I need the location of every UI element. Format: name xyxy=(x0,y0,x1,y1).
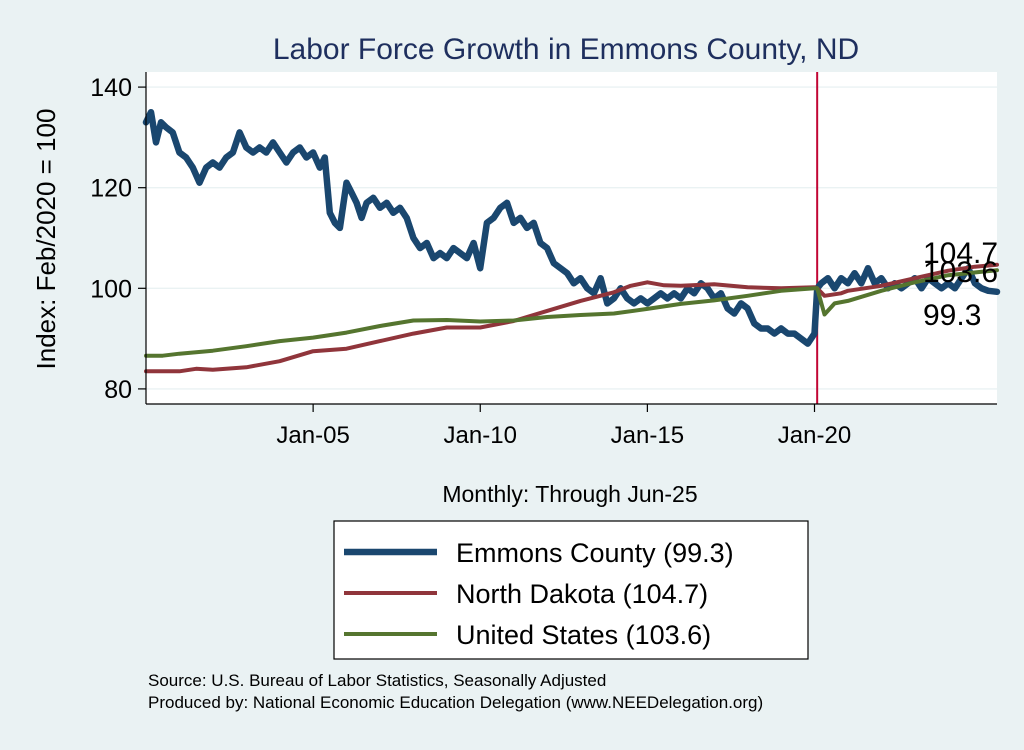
x-ticks: Jan-05 Jan-10 Jan-15 Jan-20 xyxy=(276,404,851,449)
y-tick-label-140: 140 xyxy=(90,74,132,102)
y-ticks: 80 100 120 140 xyxy=(90,74,146,404)
x-tick-label-jan-20: Jan-20 xyxy=(778,422,851,449)
end-label-north-dakota: 104.7 xyxy=(923,237,998,270)
x-tick-label-jan-10: Jan-10 xyxy=(444,422,517,449)
x-tick-label-jan-15: Jan-15 xyxy=(611,422,684,449)
y-tick-label-100: 100 xyxy=(90,275,132,303)
legend: Emmons County (99.3) North Dakota (104.7)… xyxy=(344,538,734,650)
series-line-emmons-county xyxy=(142,108,1001,347)
y-tick-label-80: 80 xyxy=(104,376,132,404)
y-axis-label: Index: Feb/2020 = 100 xyxy=(31,109,61,370)
series-layer xyxy=(142,108,1001,374)
legend-label-north-dakota: North Dakota (104.7) xyxy=(456,579,708,609)
end-label-emmons-county: 99.3 xyxy=(923,299,981,332)
y-tick-label-120: 120 xyxy=(90,175,132,203)
source-note: Source: U.S. Bureau of Labor Statistics,… xyxy=(148,671,607,690)
produced-by-note: Produced by: National Economic Education… xyxy=(148,693,764,712)
chart-title: Labor Force Growth in Emmons County, ND xyxy=(273,33,859,66)
x-tick-label-jan-05: Jan-05 xyxy=(276,422,349,449)
legend-label-emmons-county: Emmons County (99.3) xyxy=(456,538,734,568)
legend-box xyxy=(333,520,809,660)
plot-area xyxy=(146,72,997,404)
series-line-united-states xyxy=(144,268,999,358)
end-label-united-states: 103.6 xyxy=(923,256,998,289)
x-axis-label: Monthly: Through Jun-25 xyxy=(442,481,697,507)
legend-label-united-states: United States (103.6) xyxy=(456,620,711,650)
series-line-north-dakota xyxy=(144,262,999,374)
